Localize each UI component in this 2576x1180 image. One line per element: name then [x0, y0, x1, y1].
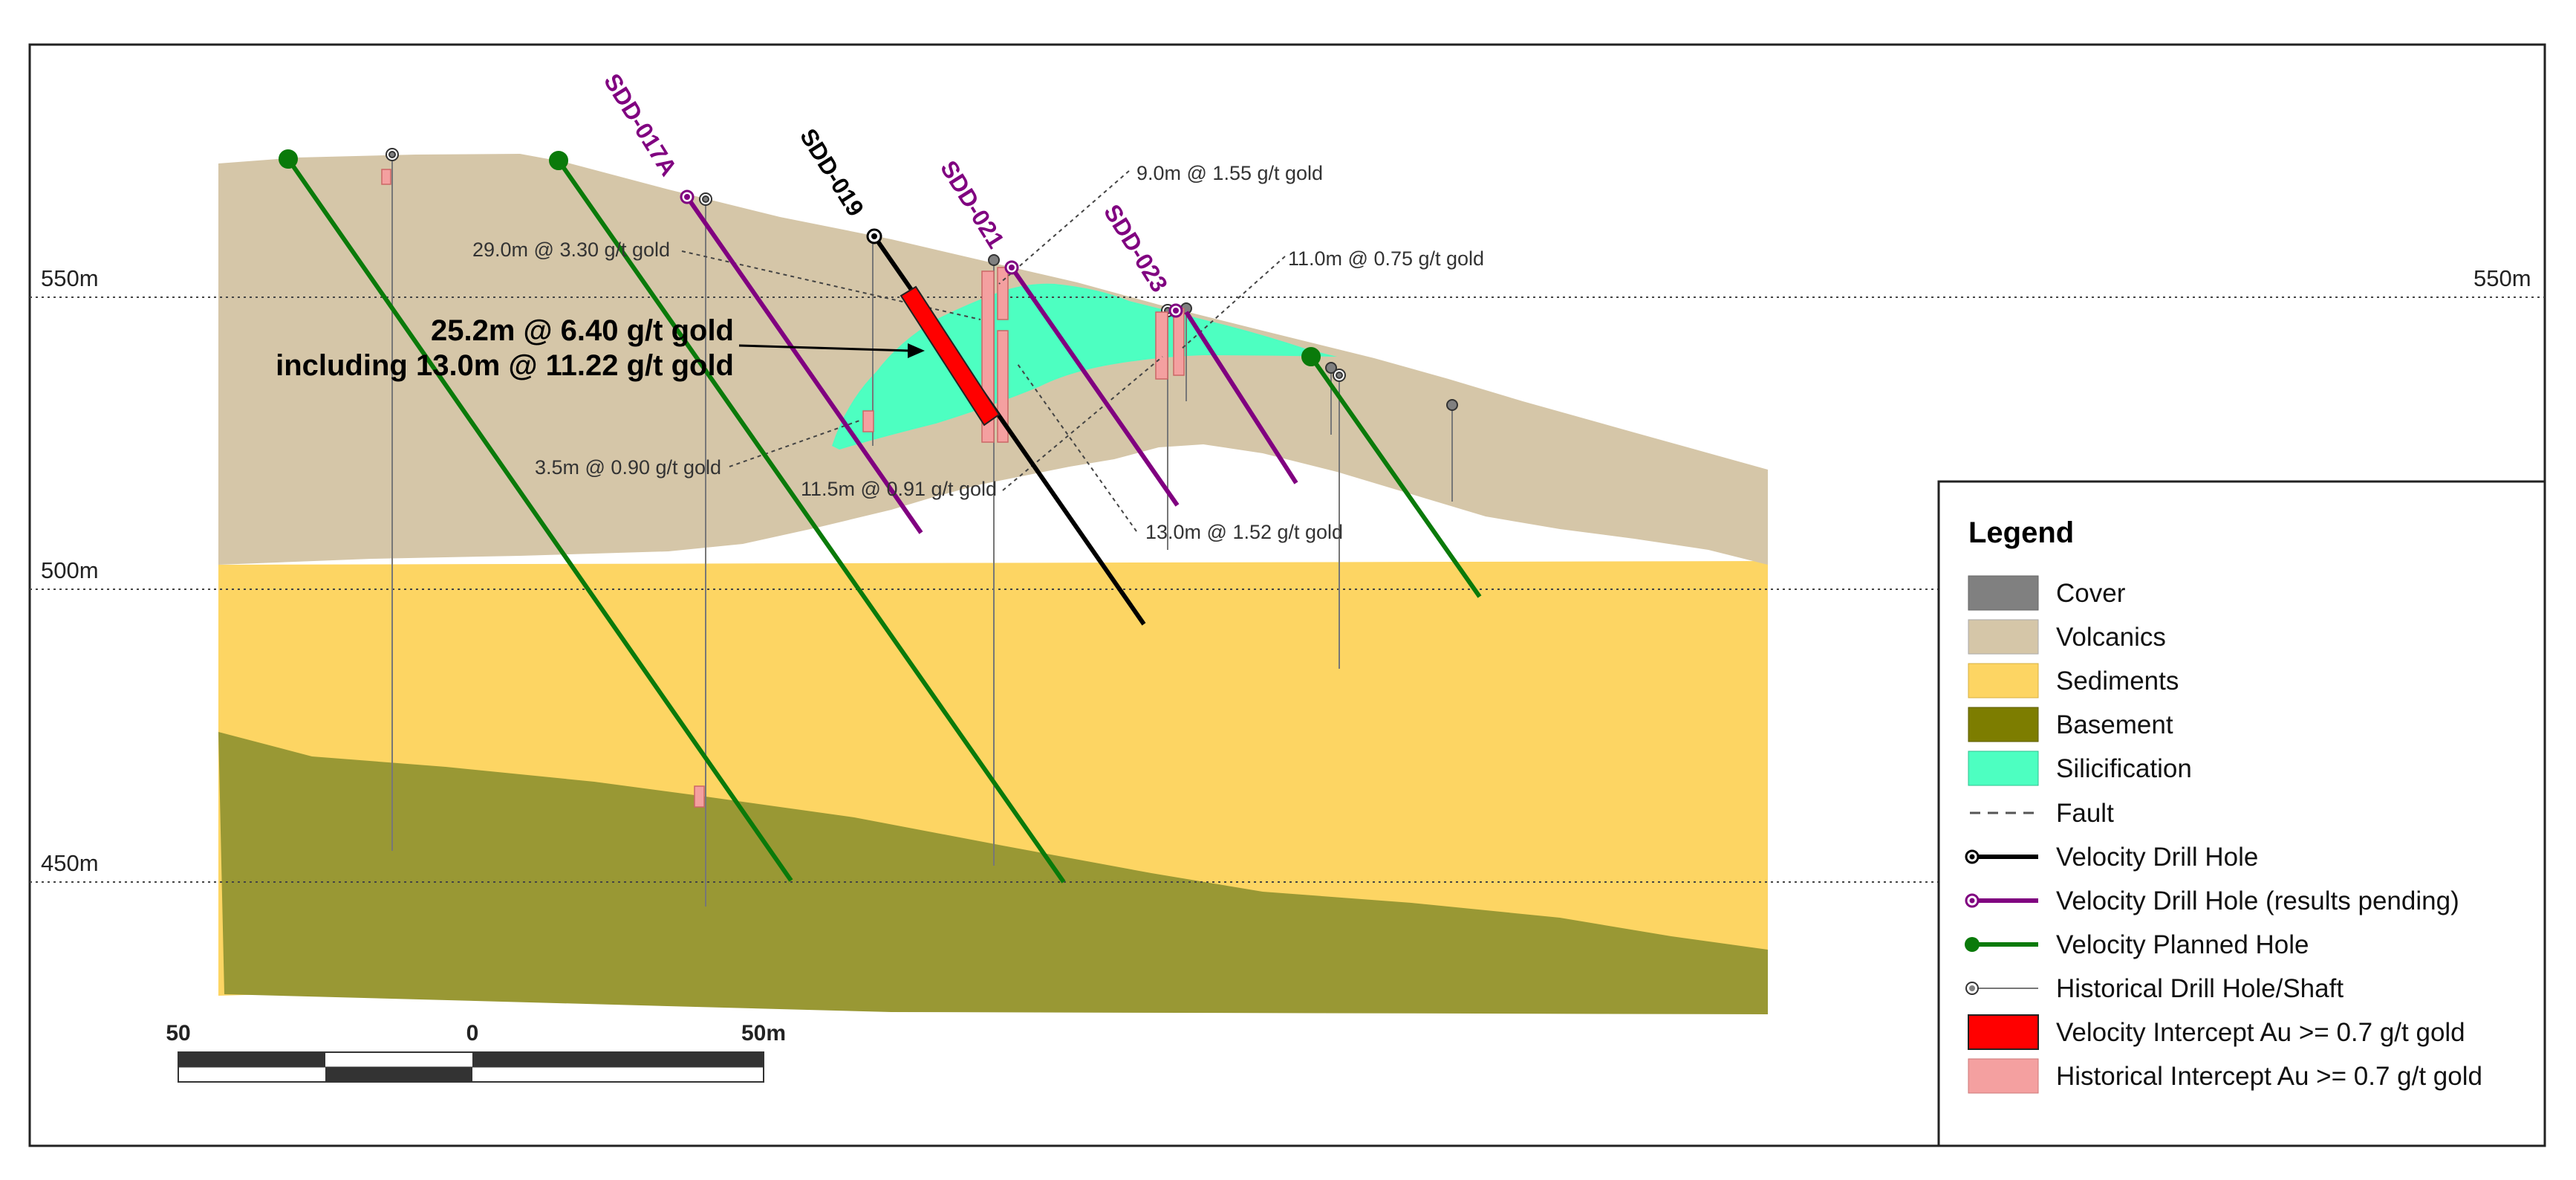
scale-label-right: 50m: [741, 1021, 786, 1046]
legend-label-planned-hole: Velocity Planned Hole: [2056, 930, 2309, 959]
pending-collar-dots: [684, 194, 1179, 314]
pending-holes: [685, 195, 1298, 534]
headline-line-1: 25.2m @ 6.40 g/t gold: [431, 314, 734, 347]
intercept-leaders: [681, 170, 1286, 532]
scale-label-left: 50: [166, 1021, 190, 1046]
legend-label-volcanics: Volcanics: [2056, 623, 2166, 652]
legend-swatch-velocity-drill-hole: [1965, 849, 2038, 864]
scale-bar: [178, 1051, 764, 1083]
legend-swatch-historical-intercept: [1968, 1058, 2039, 1094]
legend-label-sediments: Sediments: [2056, 667, 2179, 696]
headline-arrow-line: [738, 344, 911, 352]
legend-box: [1937, 480, 2546, 1147]
intercept-label-3: 11.0m @ 0.75 g/t gold: [1288, 247, 1484, 270]
legend-label-silicification: Silicification: [2056, 754, 2192, 783]
planned-holes: [279, 149, 1482, 884]
legend-label-basement: Basement: [2056, 710, 2173, 739]
intercept-label-4: 3.5m @ 0.90 g/t gold: [535, 456, 721, 479]
basement-layer: [218, 732, 1768, 1014]
legend-label-velocity-intercept: Velocity Intercept Au >= 0.7 g/t gold: [2056, 1018, 2465, 1047]
legend-swatch-velocity-intercept: [1968, 1014, 2039, 1050]
legend-swatch-planned-hole: [1965, 937, 2038, 952]
elevation-500-label: 500m: [41, 557, 99, 583]
legend-label-cover: Cover: [2056, 579, 2126, 608]
elevation-450-label: 450m: [41, 850, 99, 876]
elevation-550-right: 550m: [2473, 265, 2531, 291]
legend-label-historical-hole: Historical Drill Hole/Shaft: [2056, 974, 2344, 1003]
intercept-label-5: 11.5m @ 0.91 g/t gold: [801, 478, 997, 500]
legend-label-pending-hole: Velocity Drill Hole (results pending): [2056, 886, 2459, 915]
velocity-intercept: [900, 285, 1001, 427]
scale-label-mid: 0: [466, 1021, 479, 1046]
legend-label-velocity-drill-hole: Velocity Drill Hole: [2056, 843, 2258, 872]
intercept-label-2: 9.0m @ 1.55 g/t gold: [1136, 162, 1323, 184]
headline-arrow-head: [908, 343, 925, 358]
elevation-550-left: 550m: [41, 265, 99, 291]
headline-line-2: including 13.0m @ 11.22 g/t gold: [276, 349, 734, 382]
legend-title: Legend: [1968, 516, 2074, 549]
sdd-019-collar-dot: [871, 233, 877, 239]
legend-label-historical-intercept: Historical Intercept Au >= 0.7 g/t gold: [2056, 1062, 2482, 1091]
legend-swatch-historical-hole: [1965, 982, 2038, 995]
legend-swatch-basement: [1968, 707, 2039, 742]
legend-swatch-silicification: [1968, 751, 2039, 786]
legend-swatch-cover: [1968, 575, 2039, 611]
intercept-label-1: 29.0m @ 3.30 g/t gold: [472, 239, 670, 261]
legend-label-fault: Fault: [2056, 799, 2114, 828]
legend-swatch-volcanics: [1968, 619, 2039, 655]
legend-swatch-pending-hole: [1965, 893, 2038, 908]
legend-swatch-sediments: [1968, 663, 2039, 698]
silicification-zone: [832, 283, 1337, 450]
legend: Legend Cover Volcanics Sediments Basemen…: [1937, 480, 2546, 1147]
intercept-label-6: 13.0m @ 1.52 g/t gold: [1145, 521, 1343, 543]
